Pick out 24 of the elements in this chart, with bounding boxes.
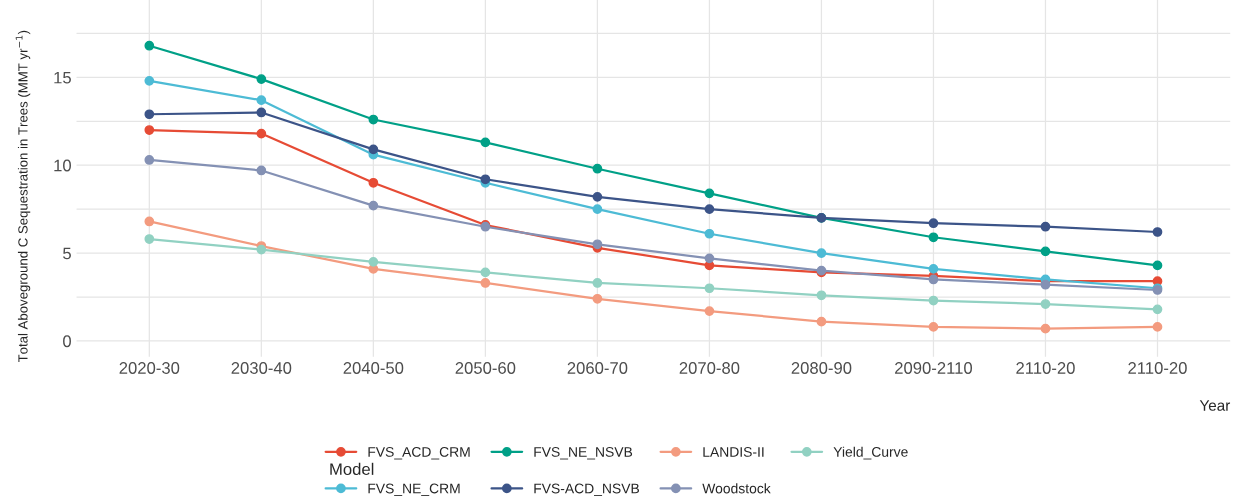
x-tick-label: 2050-60 bbox=[455, 362, 516, 374]
x-tick-label: 2080-90 bbox=[791, 362, 852, 374]
x-tick-label: 2070-80 bbox=[679, 362, 740, 374]
legend-title: Model bbox=[330, 462, 374, 476]
x-tick-label: 2060-70 bbox=[567, 362, 628, 374]
x-tick-label: 2030-40 bbox=[231, 362, 292, 374]
legend-label: FVS_ACD_CRM bbox=[368, 447, 470, 460]
legend-label: Yield_Curve bbox=[833, 446, 908, 460]
x-tick-label: 2020-30 bbox=[119, 362, 180, 374]
x-tick-label: 2090-2110 bbox=[895, 362, 973, 374]
y-tick-label: 0 bbox=[63, 335, 71, 348]
x-tick-label: 2110-20 bbox=[1128, 362, 1187, 374]
y-tick-label: 10 bbox=[54, 159, 71, 172]
y-tick-label: 15 bbox=[54, 71, 71, 84]
x-axis-title: Year bbox=[1199, 400, 1231, 411]
legend-label: Woodstock bbox=[702, 483, 771, 494]
legend-label: FVS_NE_NSVB bbox=[534, 447, 633, 460]
legend-label: LANDIS-II bbox=[703, 447, 764, 457]
legend-label: FVS-ACD_NSVB bbox=[534, 483, 640, 497]
y-tick-label: 5 bbox=[63, 247, 71, 260]
x-tick-label: 2040-50 bbox=[343, 362, 404, 374]
legend-label: FVS_NE_CRM bbox=[368, 483, 460, 497]
y-axis-title: Total Aboveground C Sequestration in Trees (MMT yr$^{−1}$) bbox=[15, 30, 31, 363]
x-tick-label: 2110-20 bbox=[1016, 362, 1075, 374]
